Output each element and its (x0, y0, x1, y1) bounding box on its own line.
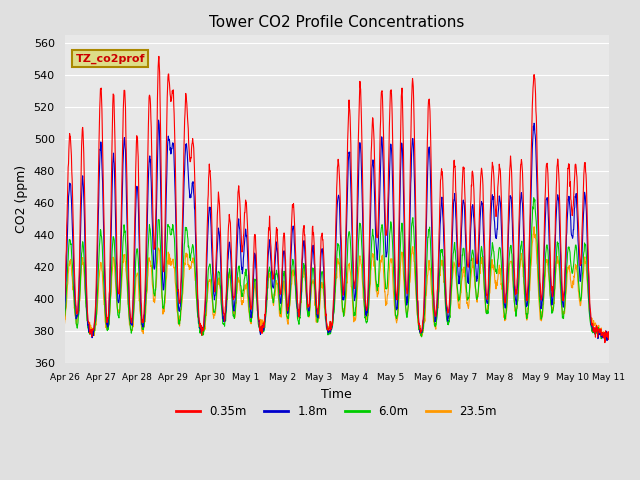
Text: TZ_co2prof: TZ_co2prof (76, 54, 145, 64)
Title: Tower CO2 Profile Concentrations: Tower CO2 Profile Concentrations (209, 15, 464, 30)
Y-axis label: CO2 (ppm): CO2 (ppm) (15, 165, 28, 233)
X-axis label: Time: Time (321, 388, 352, 401)
Legend: 0.35m, 1.8m, 6.0m, 23.5m: 0.35m, 1.8m, 6.0m, 23.5m (172, 401, 502, 423)
